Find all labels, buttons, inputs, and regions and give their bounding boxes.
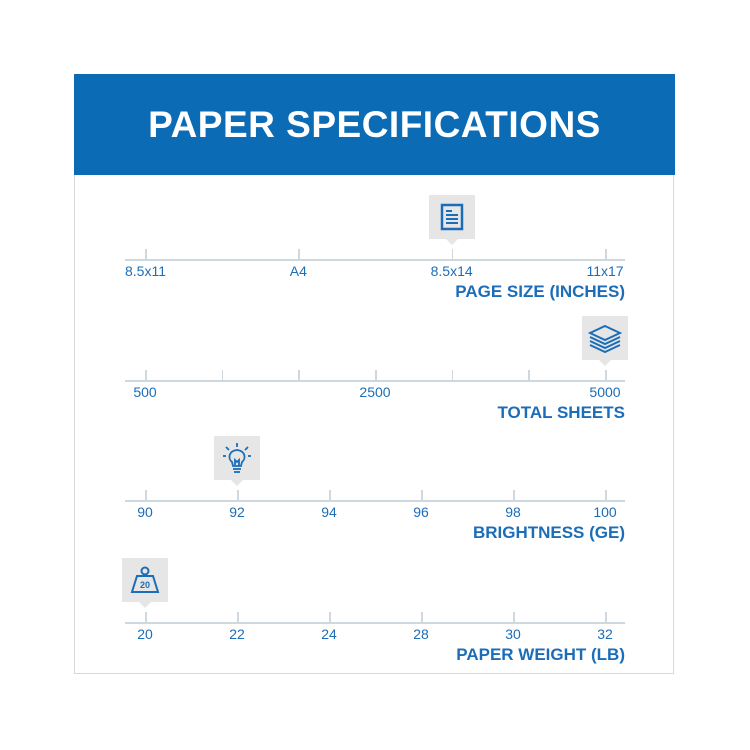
scale-tick [298, 370, 300, 380]
tick-label: 90 [137, 504, 153, 520]
tick-label: 500 [133, 384, 157, 400]
scale-tick [605, 612, 607, 622]
scale-title: TOTAL SHEETS [497, 403, 625, 422]
scale-tick [237, 612, 239, 622]
scale-line [125, 380, 625, 382]
scale-tick [145, 490, 147, 500]
selected-marker [582, 316, 628, 366]
selected-marker [428, 195, 475, 245]
svg-text:20: 20 [140, 580, 150, 590]
page-title: PAPER SPECIFICATIONS [74, 74, 675, 175]
scale-tick [421, 490, 423, 500]
scale-tick [145, 249, 147, 259]
scale-tick [221, 370, 224, 380]
scale-line [125, 500, 625, 502]
scale-tick [329, 490, 331, 500]
tick-label: 30 [505, 626, 521, 642]
weight-icon: 20 [130, 566, 160, 594]
scale-tick [145, 370, 147, 380]
selected-marker [214, 436, 260, 486]
scale-tick [605, 249, 607, 259]
scale-title: BRIGHTNESS (GE) [472, 523, 625, 542]
lightbulb-icon [222, 442, 252, 474]
scale-tick [298, 249, 300, 259]
scale-tick [528, 370, 530, 380]
tick-label: 92 [229, 504, 245, 520]
tick-label: 8.5x14 [430, 263, 473, 279]
tick-label: 11x17 [586, 263, 624, 279]
tick-label: 20 [137, 626, 153, 642]
scale-tick [237, 490, 239, 500]
scale-tick [421, 612, 423, 622]
selected-marker: 20 [122, 558, 168, 608]
tick-label: 24 [321, 626, 337, 642]
scale-tick [145, 612, 147, 622]
tick-label: 8.5x11 [125, 263, 166, 279]
tick-label: 22 [229, 626, 245, 642]
scale-tick [329, 612, 331, 622]
scale-title: PAPER WEIGHT (LB) [456, 645, 625, 664]
tick-label: 96 [413, 504, 429, 520]
scale-tick [513, 490, 515, 500]
scale-tick [513, 612, 515, 622]
tick-label: 100 [593, 504, 617, 520]
paper-stack-icon [588, 323, 622, 353]
tick-label: 28 [413, 626, 429, 642]
tick-label: A4 [289, 263, 307, 279]
tick-label: 5000 [589, 384, 621, 400]
scale-line [125, 622, 625, 624]
document-icon [440, 203, 464, 231]
scale-tick [375, 370, 377, 380]
tick-label: 2500 [359, 384, 391, 400]
tick-label: 98 [505, 504, 521, 520]
tick-label: 32 [597, 626, 613, 642]
scale-tick [451, 370, 454, 380]
tick-label: 94 [321, 504, 337, 520]
scale-tick [605, 490, 607, 500]
scale-line [125, 259, 625, 261]
scale-tick [605, 370, 607, 380]
scale-tick [451, 249, 454, 259]
scale-title: PAGE SIZE (INCHES) [455, 282, 625, 301]
